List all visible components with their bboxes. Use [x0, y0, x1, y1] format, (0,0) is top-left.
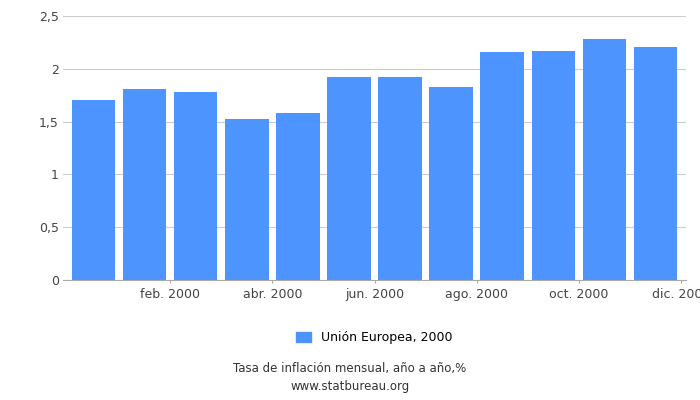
Bar: [225, 120, 269, 280]
Bar: [328, 77, 371, 280]
Bar: [531, 51, 575, 280]
Bar: [480, 52, 524, 280]
Bar: [429, 87, 472, 280]
Bar: [123, 89, 167, 280]
Bar: [72, 100, 116, 280]
Bar: [276, 113, 320, 280]
Text: Tasa de inflación mensual, año a año,%: Tasa de inflación mensual, año a año,%: [233, 362, 467, 375]
Bar: [378, 77, 421, 280]
Bar: [634, 47, 677, 280]
Bar: [582, 39, 626, 280]
Text: www.statbureau.org: www.statbureau.org: [290, 380, 410, 393]
Bar: [174, 92, 218, 280]
Legend: Unión Europea, 2000: Unión Europea, 2000: [296, 331, 453, 344]
